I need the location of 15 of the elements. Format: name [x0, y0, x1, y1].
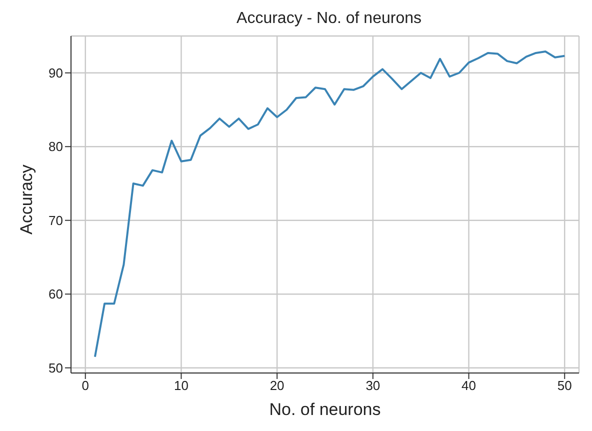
y-tick-label: 70 [48, 212, 63, 228]
y-tick-label: 60 [48, 286, 63, 302]
chart-title: Accuracy - No. of neurons [236, 10, 422, 28]
x-tick-label: 50 [557, 378, 572, 394]
line-series [94, 50, 566, 358]
y-tick-label: 90 [48, 65, 63, 80]
y-tick-label: 50 [48, 360, 63, 376]
y-axis-title: Accuracy [17, 164, 36, 234]
x-tick-label: 0 [82, 378, 89, 394]
x-tick-label: 20 [270, 378, 284, 394]
x-axis-title: No. of neurons [269, 400, 381, 419]
y-tick-label: 80 [48, 139, 63, 154]
x-tick-label: 10 [174, 378, 188, 394]
x-tick-label: 40 [462, 378, 476, 394]
x-tick-label: 30 [366, 378, 380, 394]
